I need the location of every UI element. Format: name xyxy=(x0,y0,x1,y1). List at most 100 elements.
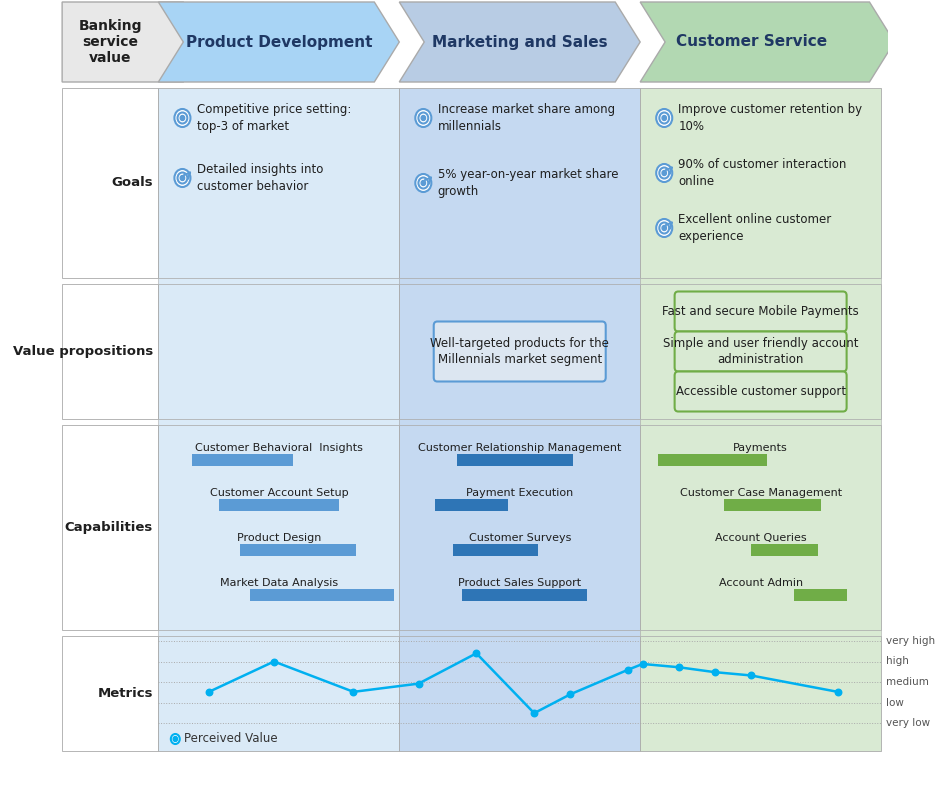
Text: Product Design: Product Design xyxy=(237,533,321,543)
Circle shape xyxy=(419,112,428,124)
Text: Simple and user friendly account
administration: Simple and user friendly account adminis… xyxy=(663,337,858,366)
Text: high: high xyxy=(885,657,909,666)
Bar xyxy=(62,88,158,278)
Text: Payment Execution: Payment Execution xyxy=(466,488,573,498)
Bar xyxy=(436,499,508,511)
Point xyxy=(411,677,426,690)
Bar xyxy=(240,544,356,556)
Bar xyxy=(751,544,818,556)
Bar xyxy=(640,630,881,636)
Text: Fast and secure Mobile Payments: Fast and secure Mobile Payments xyxy=(662,305,859,318)
Circle shape xyxy=(171,734,180,744)
Text: Excellent online customer
experience: Excellent online customer experience xyxy=(679,213,832,243)
Point xyxy=(621,663,636,676)
Point xyxy=(266,655,281,668)
Circle shape xyxy=(659,112,669,124)
Text: Goals: Goals xyxy=(111,176,153,189)
Text: very low: very low xyxy=(885,718,929,728)
Text: Detailed insights into
customer behavior: Detailed insights into customer behavior xyxy=(196,163,324,193)
Text: Payments: Payments xyxy=(733,443,788,453)
Polygon shape xyxy=(640,2,895,82)
Text: Product Sales Support: Product Sales Support xyxy=(458,578,582,588)
Circle shape xyxy=(180,176,184,180)
Text: Capabilities: Capabilities xyxy=(65,521,153,534)
Circle shape xyxy=(659,222,669,233)
Bar xyxy=(158,88,399,278)
Text: low: low xyxy=(885,698,903,707)
Text: Metrics: Metrics xyxy=(97,687,153,700)
Circle shape xyxy=(415,174,431,192)
Bar xyxy=(158,425,399,630)
Bar xyxy=(640,419,881,425)
Text: Increase market share among
millennials: Increase market share among millennials xyxy=(438,103,614,133)
Bar xyxy=(62,636,158,751)
Circle shape xyxy=(175,109,191,127)
Circle shape xyxy=(173,736,178,742)
Point xyxy=(635,658,650,670)
Bar xyxy=(453,544,538,556)
Circle shape xyxy=(175,169,191,187)
Bar xyxy=(399,284,640,419)
Text: Account Queries: Account Queries xyxy=(715,533,806,543)
Text: Value propositions: Value propositions xyxy=(13,345,153,358)
Text: Customer Relationship Management: Customer Relationship Management xyxy=(418,443,622,453)
Bar xyxy=(399,630,640,636)
Bar xyxy=(192,454,294,466)
Polygon shape xyxy=(158,2,399,82)
Text: Banking
service
value: Banking service value xyxy=(79,18,142,65)
Circle shape xyxy=(421,115,425,120)
Text: Product Development: Product Development xyxy=(185,34,372,50)
Circle shape xyxy=(415,109,431,127)
Bar xyxy=(640,88,881,278)
Bar xyxy=(158,630,399,636)
Point xyxy=(201,686,216,699)
Point xyxy=(708,666,723,678)
Text: very high: very high xyxy=(885,636,935,646)
Circle shape xyxy=(662,115,667,120)
FancyBboxPatch shape xyxy=(434,322,606,382)
Text: Improve customer retention by
10%: Improve customer retention by 10% xyxy=(679,103,863,133)
Bar xyxy=(399,419,640,425)
Bar xyxy=(658,454,767,466)
Point xyxy=(563,688,578,701)
Text: Customer Service: Customer Service xyxy=(676,34,827,50)
Text: Customer Behavioral  Insights: Customer Behavioral Insights xyxy=(194,443,363,453)
Text: Customer Account Setup: Customer Account Setup xyxy=(209,488,348,498)
Bar xyxy=(158,419,399,425)
Circle shape xyxy=(662,225,667,230)
Bar xyxy=(158,636,399,751)
Point xyxy=(830,686,845,699)
Bar xyxy=(158,284,399,419)
Bar xyxy=(399,278,640,284)
Text: 90% of customer interaction
online: 90% of customer interaction online xyxy=(679,158,847,188)
Bar xyxy=(399,88,640,278)
Bar xyxy=(158,278,399,284)
Text: Account Admin: Account Admin xyxy=(719,578,802,588)
Circle shape xyxy=(419,177,428,188)
Bar xyxy=(640,636,881,751)
Bar xyxy=(725,499,821,511)
Circle shape xyxy=(180,115,184,120)
Text: Well-targeted products for the
Millennials market segment: Well-targeted products for the Millennia… xyxy=(430,337,610,366)
Point xyxy=(468,647,483,660)
Bar xyxy=(219,499,339,511)
Bar xyxy=(62,284,158,419)
Circle shape xyxy=(659,168,669,179)
Text: Marketing and Sales: Marketing and Sales xyxy=(432,34,608,50)
Bar xyxy=(399,425,640,630)
Bar xyxy=(457,454,573,466)
Circle shape xyxy=(662,171,667,176)
Circle shape xyxy=(178,172,187,184)
Circle shape xyxy=(178,112,187,124)
Point xyxy=(346,686,361,699)
Polygon shape xyxy=(62,2,209,82)
Bar xyxy=(399,636,640,751)
Circle shape xyxy=(656,164,672,182)
Point xyxy=(671,661,686,674)
Point xyxy=(743,669,758,682)
Point xyxy=(526,707,541,719)
Bar xyxy=(62,425,158,630)
Text: Customer Surveys: Customer Surveys xyxy=(468,533,571,543)
Circle shape xyxy=(656,219,672,237)
FancyBboxPatch shape xyxy=(675,291,846,331)
